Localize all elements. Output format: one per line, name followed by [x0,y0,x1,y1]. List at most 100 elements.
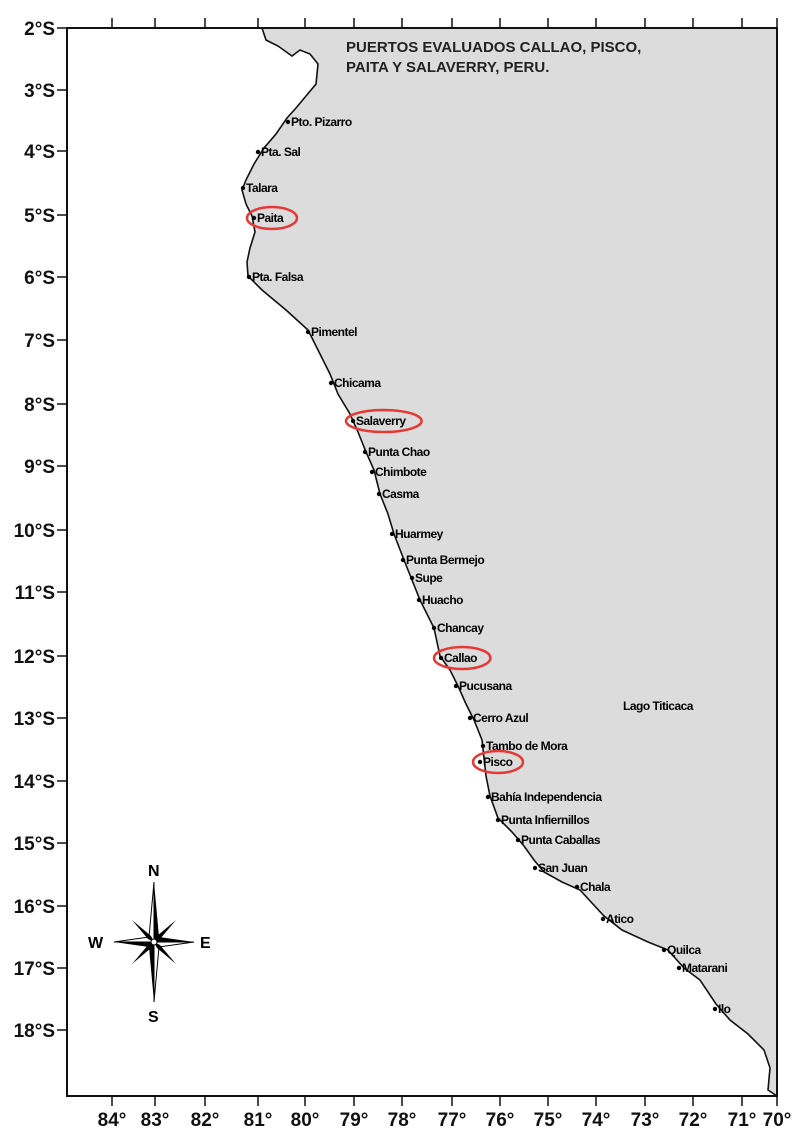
port-dot [574,884,580,890]
port-dot [453,683,459,689]
port-label: Pimentel [311,325,357,339]
lat-label: 4°S [24,142,55,163]
port-label: Tambo de Mora [486,739,568,753]
map-title-line-2: PAITA Y SALAVERRY, PERU. [346,59,549,76]
port-dot [480,743,486,749]
port-dot [255,149,261,155]
port-label: Pucusana [459,679,513,693]
port-label: Salaverry [356,414,406,428]
port-label: Cerro Azul [473,711,528,725]
port-label: Punta Bermejo [406,553,484,567]
port-dot [712,1006,718,1012]
port-dot [416,597,422,603]
port-label: San Juan [538,861,588,875]
port-pto-pizarro: Pto. Pizarro [285,115,352,129]
lat-label: 2°S [24,19,55,40]
port-markers: Pto. Pizarro Pta. Sal Talara Paita Pta. Fals… [240,115,731,1016]
lon-label: 79° [340,1110,369,1131]
port-label: Matarani [682,961,728,975]
highlight-ellipse [471,749,525,775]
port-tambo-de-mora: Tambo de Mora [480,739,569,753]
port-dot [532,865,538,871]
port-pta-falsa: Pta. Falsa [246,270,304,284]
port-label: Pta. Falsa [252,270,304,284]
port-cerro-azul: Cerro Azul [467,711,529,725]
peru-land [241,27,778,1098]
port-chala: Chala [574,880,612,894]
port-pucusana: Pucusana [453,679,513,693]
port-dot [661,947,667,953]
highlight-ellipse [245,205,299,231]
port-label: Paita [257,211,284,225]
compass-e: E [200,935,211,952]
port-label: Talara [246,181,278,195]
port-chicama: Chicama [328,376,382,390]
lon-label: 80° [291,1110,320,1131]
port-dot [515,837,521,843]
port-label: Chimbote [375,465,427,479]
port-matarani: Matarani [676,961,728,975]
port-dot [431,625,437,631]
lat-label: 8°S [24,395,55,416]
port-dot [438,655,444,661]
lat-label: 5°S [24,206,55,227]
port-salaverry: Salaverry [344,408,423,434]
lon-label: 75° [534,1110,563,1131]
map-frame [66,27,778,1097]
lat-label: 18°S [14,1021,55,1042]
lon-label: 84° [98,1110,127,1131]
port-dot [369,469,375,475]
latitude-labels: 2°S 3°S 4°S 5°S 6°S 7°S 8°S 9°S 10°S 11°S 12°S 13°S… [14,19,55,1042]
lat-label: 12°S [14,647,55,668]
port-label: Pisco [483,755,513,769]
compass-rose-icon: N S E W [88,863,211,1026]
port-pta-sal: Pta. Sal [255,145,301,159]
port-dot [409,575,415,581]
longitude-labels: 84° 83° 82° 81° 80° 79° 78° 77° 76° 75° 74° 73° 72° 7… [98,1110,792,1131]
lat-label: 14°S [14,772,55,793]
port-label: Huacho [422,593,463,607]
port-punta-caballas: Punta Caballas [515,833,601,847]
lon-label: 71° [728,1110,757,1131]
lon-label: 81° [244,1110,273,1131]
port-dot [350,418,356,424]
port-dot [240,185,246,191]
lat-label: 11°S [15,583,55,604]
lat-label: 13°S [14,709,55,730]
port-punta-bermejo: Punta Bermejo [400,553,485,567]
port-label: Atico [606,912,634,926]
lat-label: 6°S [24,268,55,289]
lon-label: 74° [582,1110,611,1131]
lon-label: 76° [486,1110,515,1131]
compass-n: N [148,863,160,880]
port-label: Huarmey [395,527,444,541]
lon-label: 78° [388,1110,417,1131]
lon-label: 82° [191,1110,220,1131]
compass-s: S [148,1009,159,1026]
highlight-ellipse [432,645,492,671]
port-pimentel: Pimentel [305,325,358,339]
port-dot [676,965,682,971]
lat-label: 9°S [24,457,55,478]
port-punta-infiernillos: Punta Infiernillos [495,813,591,827]
port-chancay: Chancay [431,621,485,635]
port-dot [328,380,334,386]
port-dot [400,557,406,563]
port-san-juan: San Juan [532,861,588,875]
lon-label: 70° [763,1110,792,1131]
port-label: Supe [415,571,443,585]
port-casma: Casma [376,487,420,501]
port-dot [251,215,257,221]
lat-label: 17°S [14,959,55,980]
lat-label: 7°S [24,331,55,352]
port-bah-a-independencia: Bahía Independencia [485,790,603,804]
highlight-ellipse [344,408,423,434]
port-label: Ilo [718,1002,731,1016]
lake-titicaca-label: Lago Titicaca [623,699,694,713]
port-dot [389,531,395,537]
map-ticks [57,18,778,1106]
port-pisco: Pisco [471,749,525,775]
port-label: Chicama [334,376,381,390]
port-dot [495,817,501,823]
